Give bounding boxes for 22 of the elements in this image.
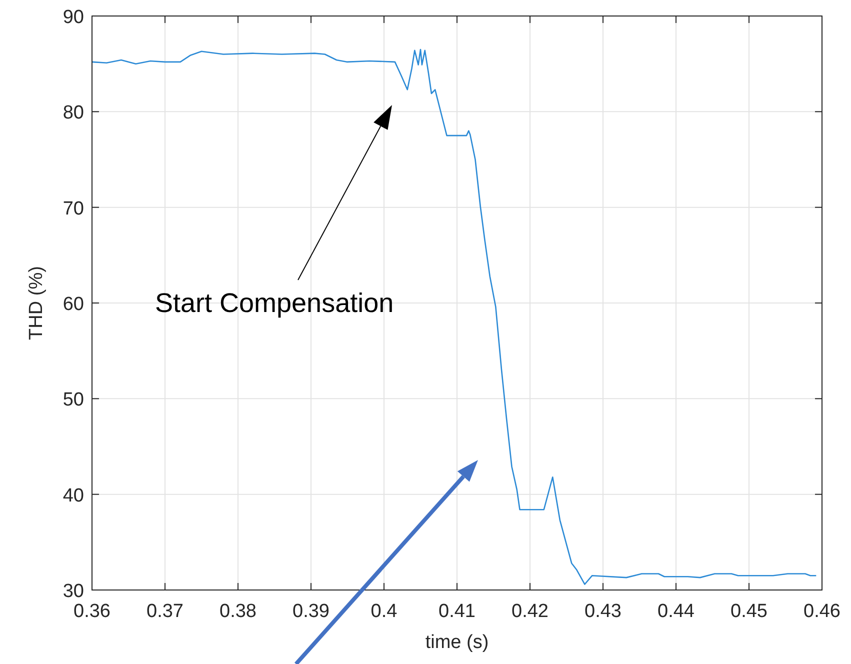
x-axis-title: time (s) — [425, 632, 489, 653]
x-tick-label: 0.39 — [292, 601, 330, 622]
x-tick-label: 0.44 — [658, 601, 695, 622]
y-tick-label: 50 — [62, 390, 84, 411]
y-tick-label: 60 — [62, 294, 84, 315]
x-tick-label: 0.42 — [512, 601, 548, 622]
y-tick-label: 70 — [62, 198, 84, 220]
x-tick-label: 0.4 — [370, 601, 398, 622]
x-tick-label: 0.41 — [438, 601, 476, 622]
y-tick-label: 40 — [62, 485, 84, 506]
x-tick-label: 0.43 — [584, 601, 622, 622]
y-axis-title: THD (%) — [26, 266, 47, 340]
x-tick-label: 0.38 — [220, 601, 256, 622]
line-series — [91, 48, 817, 585]
y-tick-label: 90 — [62, 7, 84, 28]
y-tick-label: 80 — [62, 102, 84, 124]
x-tick-label: 0.36 — [74, 601, 110, 622]
x-tick-label: 0.37 — [146, 601, 184, 622]
y-tick-label: 30 — [62, 581, 84, 602]
annotation: Start Compensation — [155, 288, 394, 318]
x-tick-label: 0.46 — [804, 601, 840, 622]
x-tick-label: 0.45 — [730, 601, 768, 622]
